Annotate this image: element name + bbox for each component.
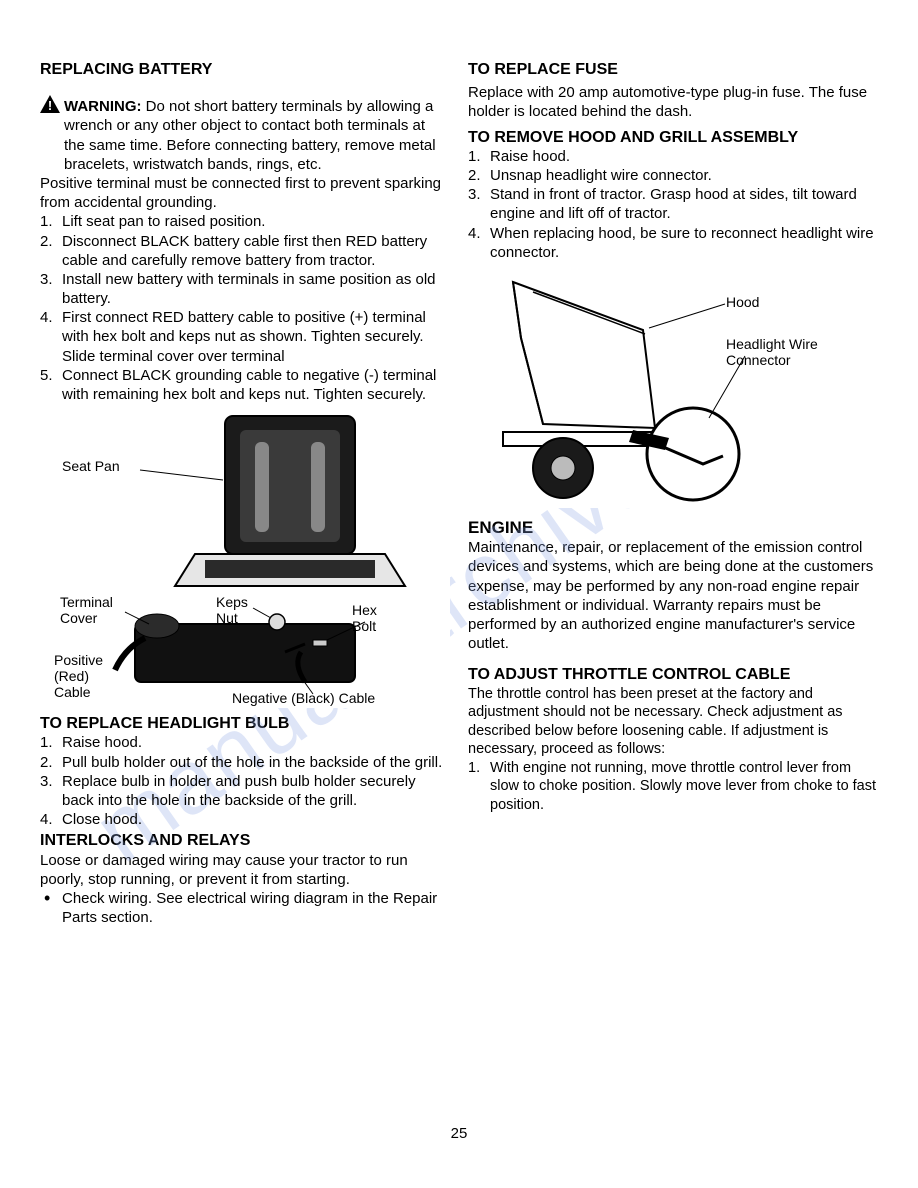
interlocks-bullet-list: Check wiring. See electrical wiring diag…	[40, 889, 450, 927]
list-item: Lift seat pan to raised position.	[40, 212, 450, 231]
bulb-steps-list: Raise hood. Pull bulb holder out of the …	[40, 733, 450, 829]
paragraph: Positive terminal must be connected firs…	[40, 174, 450, 212]
list-item: Close hood.	[40, 810, 450, 829]
list-item: Check wiring. See electrical wiring diag…	[40, 889, 450, 927]
battery-steps-list: Lift seat pan to raised position. Discon…	[40, 212, 450, 404]
heading-interlocks: INTERLOCKS AND RELAYS	[40, 831, 450, 850]
list-item: When replacing hood, be sure to reconnec…	[468, 224, 878, 262]
page-number: 25	[451, 1125, 468, 1142]
paragraph: Maintenance, repair, or replacement of t…	[468, 538, 878, 653]
warning-text: WARNING: Do not short battery terminals …	[64, 97, 450, 174]
label-hood: Hood	[726, 294, 759, 310]
list-item: Disconnect BLACK battery cable first the…	[40, 232, 450, 270]
label-negative-cable: Negative (Black) Cable	[232, 690, 375, 706]
heading-throttle: TO ADJUST THROTTLE CONTROL CABLE	[468, 665, 878, 684]
hood-steps-list: Raise hood. Unsnap headlight wire connec…	[468, 147, 878, 262]
right-column: TO REPLACE FUSE Replace with 20 amp auto…	[468, 60, 878, 927]
heading-replace-fuse: TO REPLACE FUSE	[468, 60, 878, 79]
label-keps-nut: Keps Nut	[216, 594, 248, 626]
label-hex-bolt: Hex Bolt	[352, 602, 377, 634]
list-item: Raise hood.	[468, 147, 878, 166]
heading-replace-bulb: TO REPLACE HEADLIGHT BULB	[40, 714, 450, 733]
paragraph: Replace with 20 amp automotive-type plug…	[468, 83, 878, 121]
heading-replacing-battery: REPLACING BATTERY	[40, 60, 450, 79]
label-positive-cable: Positive (Red) Cable	[54, 652, 103, 700]
hood-illustration	[468, 268, 878, 508]
list-item: With engine not running, move throttle c…	[468, 759, 878, 815]
list-item: Replace bulb in holder and push bulb hol…	[40, 772, 450, 810]
list-item: Stand in front of tractor. Grasp hood at…	[468, 185, 878, 223]
label-terminal-cover: Terminal Cover	[60, 594, 113, 626]
list-item: Raise hood.	[40, 733, 450, 752]
list-item: Unsnap headlight wire connector.	[468, 166, 878, 185]
list-item: Install new battery with terminals in sa…	[40, 270, 450, 308]
svg-text:!: !	[48, 98, 52, 113]
warning-icon: !	[40, 95, 60, 118]
warning-block: ! WARNING: Do not short battery terminal…	[40, 97, 450, 174]
left-column: REPLACING BATTERY ! WARNING: Do not shor…	[40, 60, 450, 927]
heading-remove-hood: TO REMOVE HOOD AND GRILL ASSEMBLY	[468, 128, 878, 147]
throttle-steps-list: With engine not running, move throttle c…	[468, 759, 878, 815]
list-item: Connect BLACK grounding cable to negativ…	[40, 366, 450, 404]
two-column-layout: REPLACING BATTERY ! WARNING: Do not shor…	[40, 60, 878, 927]
heading-engine: ENGINE	[468, 518, 878, 538]
list-item: Pull bulb holder out of the hole in the …	[40, 753, 450, 772]
figure-hood: Hood Headlight Wire Connector	[468, 268, 878, 508]
label-headlight-connector: Headlight Wire Connector	[726, 336, 818, 368]
list-item: First connect RED battery cable to posit…	[40, 308, 450, 366]
paragraph: The throttle control has been preset at …	[468, 685, 878, 759]
label-seat-pan: Seat Pan	[62, 458, 120, 474]
figure-battery: Seat Pan Terminal Cover Keps Nut Hex Bol…	[40, 408, 450, 708]
paragraph: Loose or damaged wiring may cause your t…	[40, 851, 450, 889]
warning-label: WARNING:	[64, 98, 142, 115]
